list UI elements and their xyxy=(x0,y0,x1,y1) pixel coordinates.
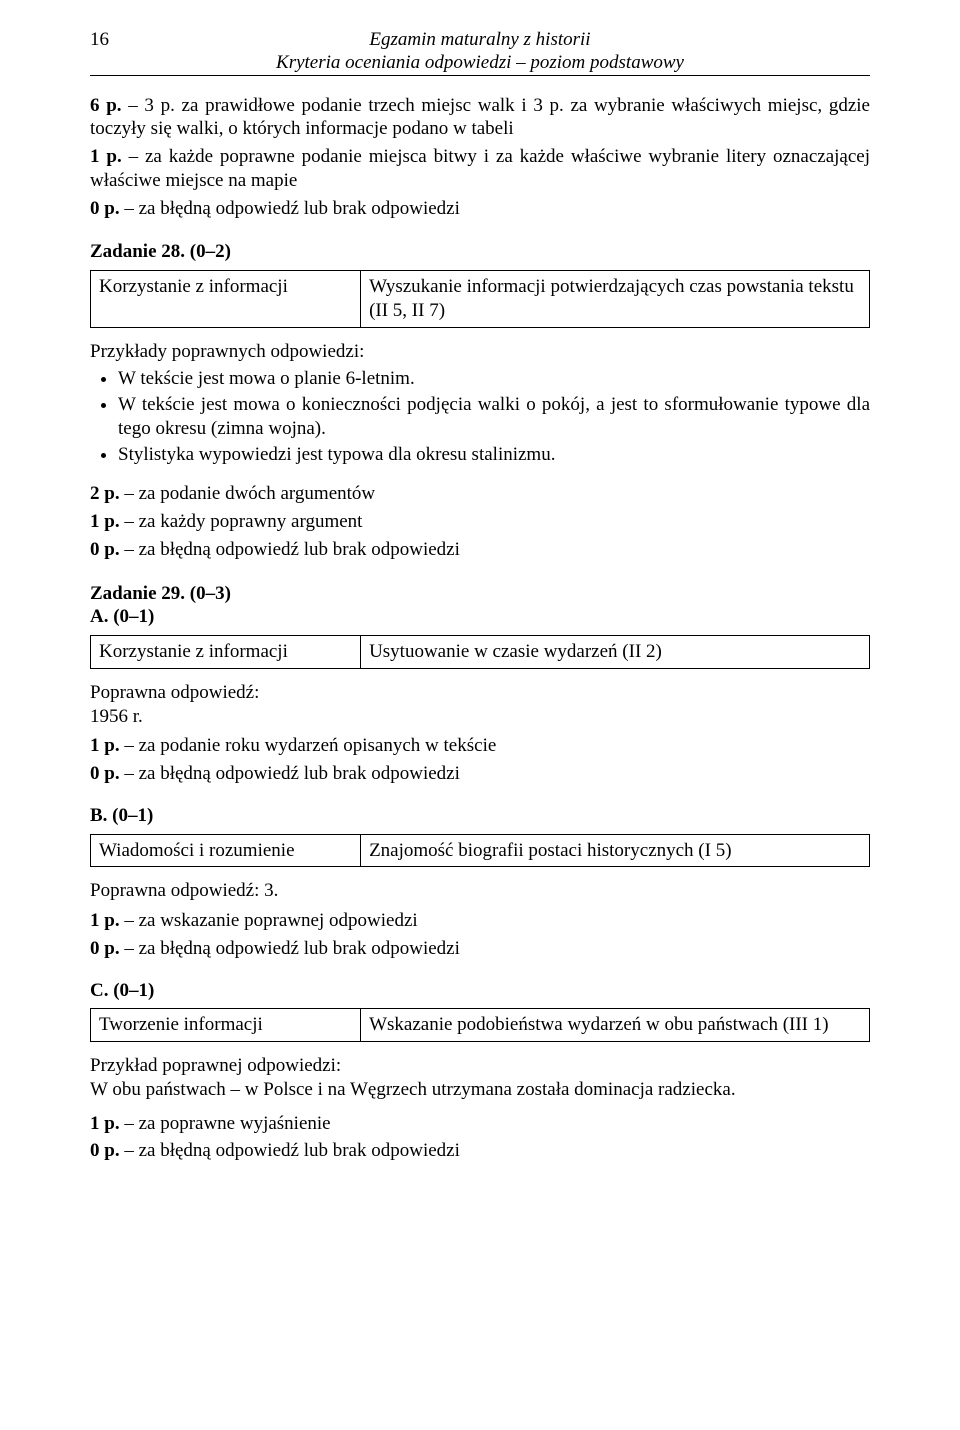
task-29A-answer-label: Poprawna odpowiedź: xyxy=(90,681,870,705)
header-title-1: Egzamin maturalny z historii xyxy=(130,29,830,52)
score-text: – za błędną odpowiedź lub brak odpowiedz… xyxy=(120,539,460,560)
task-29A-heading: A. (0–1) xyxy=(90,605,870,629)
header-titles: Egzamin maturalny z historii Kryteria oc… xyxy=(130,29,830,75)
score-text: – za błędną odpowiedź lub brak odpowiedz… xyxy=(120,198,460,219)
task-28-box-left: Korzystanie z informacji xyxy=(91,271,361,328)
score-points: 1 p. xyxy=(90,1113,120,1134)
score-points: 0 p. xyxy=(90,198,120,219)
score-text: – za błędną odpowiedź lub brak odpowiedz… xyxy=(120,763,460,784)
task-28-box: Korzystanie z informacji Wyszukanie info… xyxy=(90,270,870,328)
task-29B-heading: B. (0–1) xyxy=(90,804,870,828)
score-text: – za podanie dwóch argumentów xyxy=(120,483,376,504)
list-item: W tekście jest mowa o konieczności podję… xyxy=(118,393,870,441)
score-points: 0 p. xyxy=(90,763,120,784)
task-29B-box-right: Znajomość biografii postaci historycznyc… xyxy=(361,834,870,867)
page: 16 Egzamin maturalny z historii Kryteria… xyxy=(0,0,960,1430)
score-text: – za błędną odpowiedź lub brak odpowiedz… xyxy=(120,1140,460,1161)
task-28-score-2: 1 p. – za każdy poprawny argument xyxy=(90,510,870,534)
score-points: 1 p. xyxy=(90,735,120,756)
score-points: 1 p. xyxy=(90,910,120,931)
score-points: 0 p. xyxy=(90,1140,120,1161)
task-29C-score-2: 0 p. – za błędną odpowiedź lub brak odpo… xyxy=(90,1139,870,1163)
page-number: 16 xyxy=(90,28,130,52)
score-text: – za błędną odpowiedź lub brak odpowiedz… xyxy=(120,938,460,959)
intro-score-line-2: 1 p. – za każde poprawne podanie miejsca… xyxy=(90,145,870,193)
task-29-heading: Zadanie 29. (0–3) xyxy=(90,582,870,606)
score-points: 6 p. xyxy=(90,95,122,116)
score-points: 1 p. xyxy=(90,146,122,167)
score-text: – za wskazanie poprawnej odpowiedzi xyxy=(120,910,418,931)
page-header: 16 Egzamin maturalny z historii Kryteria… xyxy=(90,28,870,76)
score-points: 2 p. xyxy=(90,483,120,504)
task-29B-box-left: Wiadomości i rozumienie xyxy=(91,834,361,867)
task-28-box-right: Wyszukanie informacji potwierdzających c… xyxy=(361,271,870,328)
score-text: – za każdy poprawny argument xyxy=(120,511,363,532)
header-title-2: Kryteria oceniania odpowiedzi – poziom p… xyxy=(130,52,830,75)
task-29C-box-left: Tworzenie informacji xyxy=(91,1009,361,1042)
score-text: – za każde poprawne podanie miejsca bitw… xyxy=(90,146,870,191)
task-29B-score-1: 1 p. – za wskazanie poprawnej odpowiedzi xyxy=(90,909,870,933)
task-28-examples-label: Przykłady poprawnych odpowiedzi: xyxy=(90,340,870,364)
task-28-heading: Zadanie 28. (0–2) xyxy=(90,240,870,264)
task-28-score-1: 2 p. – za podanie dwóch argumentów xyxy=(90,482,870,506)
task-28-score-3: 0 p. – za błędną odpowiedź lub brak odpo… xyxy=(90,538,870,562)
task-29C-score-1: 1 p. – za poprawne wyjaśnienie xyxy=(90,1112,870,1136)
task-29C-heading: C. (0–1) xyxy=(90,979,870,1003)
task-29A-box: Korzystanie z informacji Usytuowanie w c… xyxy=(90,635,870,669)
score-points: 0 p. xyxy=(90,938,120,959)
score-text: – za poprawne wyjaśnienie xyxy=(120,1113,331,1134)
task-29C-box-right: Wskazanie podobieństwa wydarzeń w obu pa… xyxy=(361,1009,870,1042)
task-29A-score-2: 0 p. – za błędną odpowiedź lub brak odpo… xyxy=(90,762,870,786)
task-29C-example-label: Przykład poprawnej odpowiedzi: xyxy=(90,1054,870,1078)
task-29A-score-1: 1 p. – za podanie roku wydarzeń opisanyc… xyxy=(90,734,870,758)
header-row: 16 Egzamin maturalny z historii Kryteria… xyxy=(90,28,870,75)
task-29A-box-right: Usytuowanie w czasie wydarzeń (II 2) xyxy=(361,636,870,669)
intro-score-line-3: 0 p. – za błędną odpowiedź lub brak odpo… xyxy=(90,197,870,221)
list-item: Stylistyka wypowiedzi jest typowa dla ok… xyxy=(118,443,870,467)
task-29C-box: Tworzenie informacji Wskazanie podobieńs… xyxy=(90,1008,870,1042)
score-points: 1 p. xyxy=(90,511,120,532)
task-29B-box: Wiadomości i rozumienie Znajomość biogra… xyxy=(90,834,870,868)
score-text: – 3 p. za prawidłowe podanie trzech miej… xyxy=(90,95,870,140)
intro-score-line-1: 6 p. – 3 p. za prawidłowe podanie trzech… xyxy=(90,94,870,142)
task-29B-score-2: 0 p. – za błędną odpowiedź lub brak odpo… xyxy=(90,937,870,961)
task-29B-answer: Poprawna odpowiedź: 3. xyxy=(90,879,870,903)
score-points: 0 p. xyxy=(90,539,120,560)
task-29A-box-left: Korzystanie z informacji xyxy=(91,636,361,669)
task-29A-answer-value: 1956 r. xyxy=(90,705,870,729)
task-29C-example-text: W obu państwach – w Polsce i na Węgrzech… xyxy=(90,1078,870,1102)
task-28-bullets: W tekście jest mowa o planie 6-letnim. W… xyxy=(90,367,870,466)
score-text: – za podanie roku wydarzeń opisanych w t… xyxy=(120,735,497,756)
list-item: W tekście jest mowa o planie 6-letnim. xyxy=(118,367,870,391)
